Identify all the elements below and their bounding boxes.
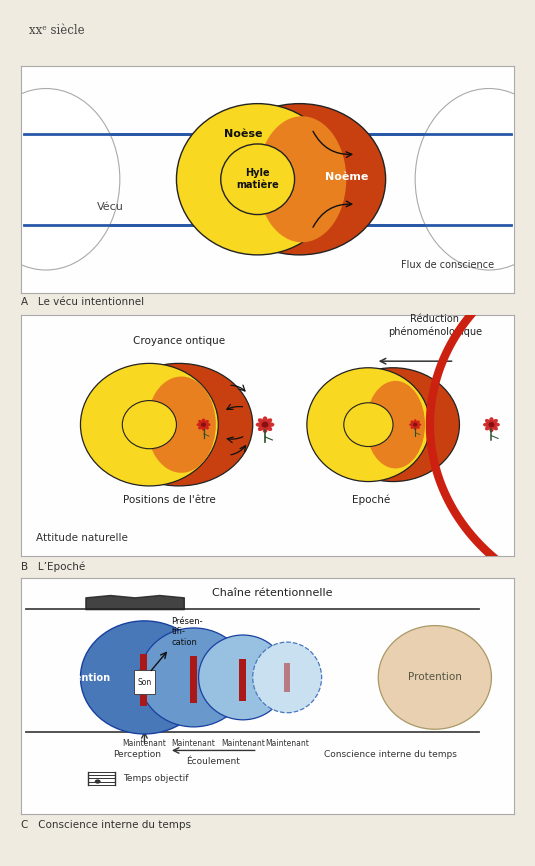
Ellipse shape (198, 425, 203, 430)
Ellipse shape (266, 418, 272, 423)
Text: Maintenant: Maintenant (265, 739, 309, 747)
Text: Maintenant: Maintenant (172, 739, 216, 747)
Text: Epoché: Epoché (351, 495, 390, 506)
Ellipse shape (205, 423, 211, 426)
Ellipse shape (177, 104, 339, 255)
Bar (140, 654, 147, 706)
Ellipse shape (140, 628, 248, 727)
Text: A   Le vécu intentionnel: A Le vécu intentionnel (21, 297, 144, 307)
Circle shape (201, 423, 206, 427)
Ellipse shape (326, 368, 460, 481)
Ellipse shape (147, 377, 216, 473)
Ellipse shape (204, 420, 209, 423)
Ellipse shape (417, 423, 421, 426)
Ellipse shape (409, 423, 414, 426)
Ellipse shape (80, 621, 209, 734)
Ellipse shape (410, 425, 415, 429)
Ellipse shape (378, 625, 492, 729)
Text: B   L’Epoché: B L’Epoché (21, 561, 86, 572)
Ellipse shape (494, 423, 500, 427)
Ellipse shape (263, 417, 268, 423)
Ellipse shape (213, 104, 386, 255)
Ellipse shape (483, 423, 489, 427)
Ellipse shape (268, 423, 274, 427)
Ellipse shape (266, 426, 272, 431)
Bar (240, 658, 246, 701)
Circle shape (262, 422, 269, 428)
Circle shape (488, 422, 494, 428)
Bar (284, 663, 290, 692)
Text: Temps objectif: Temps objectif (123, 773, 189, 783)
Ellipse shape (493, 425, 498, 430)
Text: Rétention: Rétention (56, 674, 110, 683)
Ellipse shape (263, 427, 268, 433)
Text: Flux de conscience: Flux de conscience (401, 260, 494, 270)
Ellipse shape (414, 419, 417, 423)
Text: Écoulement: Écoulement (186, 757, 240, 766)
Ellipse shape (198, 635, 287, 720)
Ellipse shape (123, 401, 177, 449)
Ellipse shape (202, 418, 205, 423)
Text: xxᵉ siècle: xxᵉ siècle (29, 23, 85, 36)
Ellipse shape (415, 88, 535, 270)
Ellipse shape (80, 364, 218, 486)
Ellipse shape (410, 421, 415, 424)
Ellipse shape (489, 417, 494, 423)
Ellipse shape (485, 419, 491, 423)
Text: Noèse: Noèse (224, 129, 262, 139)
Ellipse shape (416, 425, 420, 429)
Ellipse shape (307, 368, 430, 481)
Text: Protention: Protention (408, 672, 462, 682)
Text: Noème: Noème (325, 171, 368, 182)
Text: Conscience interne du temps: Conscience interne du temps (324, 751, 457, 759)
Ellipse shape (221, 144, 295, 215)
Bar (190, 656, 197, 703)
Text: Maintenant: Maintenant (221, 739, 265, 747)
Ellipse shape (105, 364, 253, 486)
Text: Attitude naturelle: Attitude naturelle (36, 533, 128, 543)
Ellipse shape (344, 403, 393, 447)
Ellipse shape (258, 418, 264, 423)
Ellipse shape (258, 116, 346, 242)
Bar (134, 670, 155, 694)
Ellipse shape (489, 427, 494, 432)
Ellipse shape (485, 425, 491, 430)
Text: Vécu: Vécu (96, 202, 124, 212)
Ellipse shape (198, 420, 203, 423)
Text: Perception: Perception (113, 751, 161, 759)
Ellipse shape (493, 419, 498, 423)
Ellipse shape (95, 779, 101, 784)
Text: Son: Son (137, 677, 151, 687)
Ellipse shape (196, 423, 202, 426)
Text: C   Conscience interne du temps: C Conscience interne du temps (21, 820, 192, 830)
Ellipse shape (202, 426, 205, 431)
Text: Hyle
matière: Hyle matière (236, 168, 279, 191)
Ellipse shape (256, 423, 263, 427)
Text: Croyance ontique: Croyance ontique (133, 336, 225, 346)
Ellipse shape (258, 426, 264, 431)
Ellipse shape (0, 88, 120, 270)
Text: Maintenant: Maintenant (123, 739, 166, 747)
Ellipse shape (253, 642, 322, 713)
Ellipse shape (416, 421, 420, 424)
Text: Réduction
phénoménologique: Réduction phénoménologique (388, 313, 482, 337)
Text: Positions de l'être: Positions de l'être (123, 495, 216, 506)
Text: Chaîne rétentionnelle: Chaîne rétentionnelle (212, 588, 333, 598)
Ellipse shape (366, 381, 425, 469)
Circle shape (413, 423, 417, 427)
Ellipse shape (204, 425, 209, 430)
Ellipse shape (414, 426, 417, 430)
Text: Présen-
tifi-
cation: Présen- tifi- cation (172, 617, 203, 647)
